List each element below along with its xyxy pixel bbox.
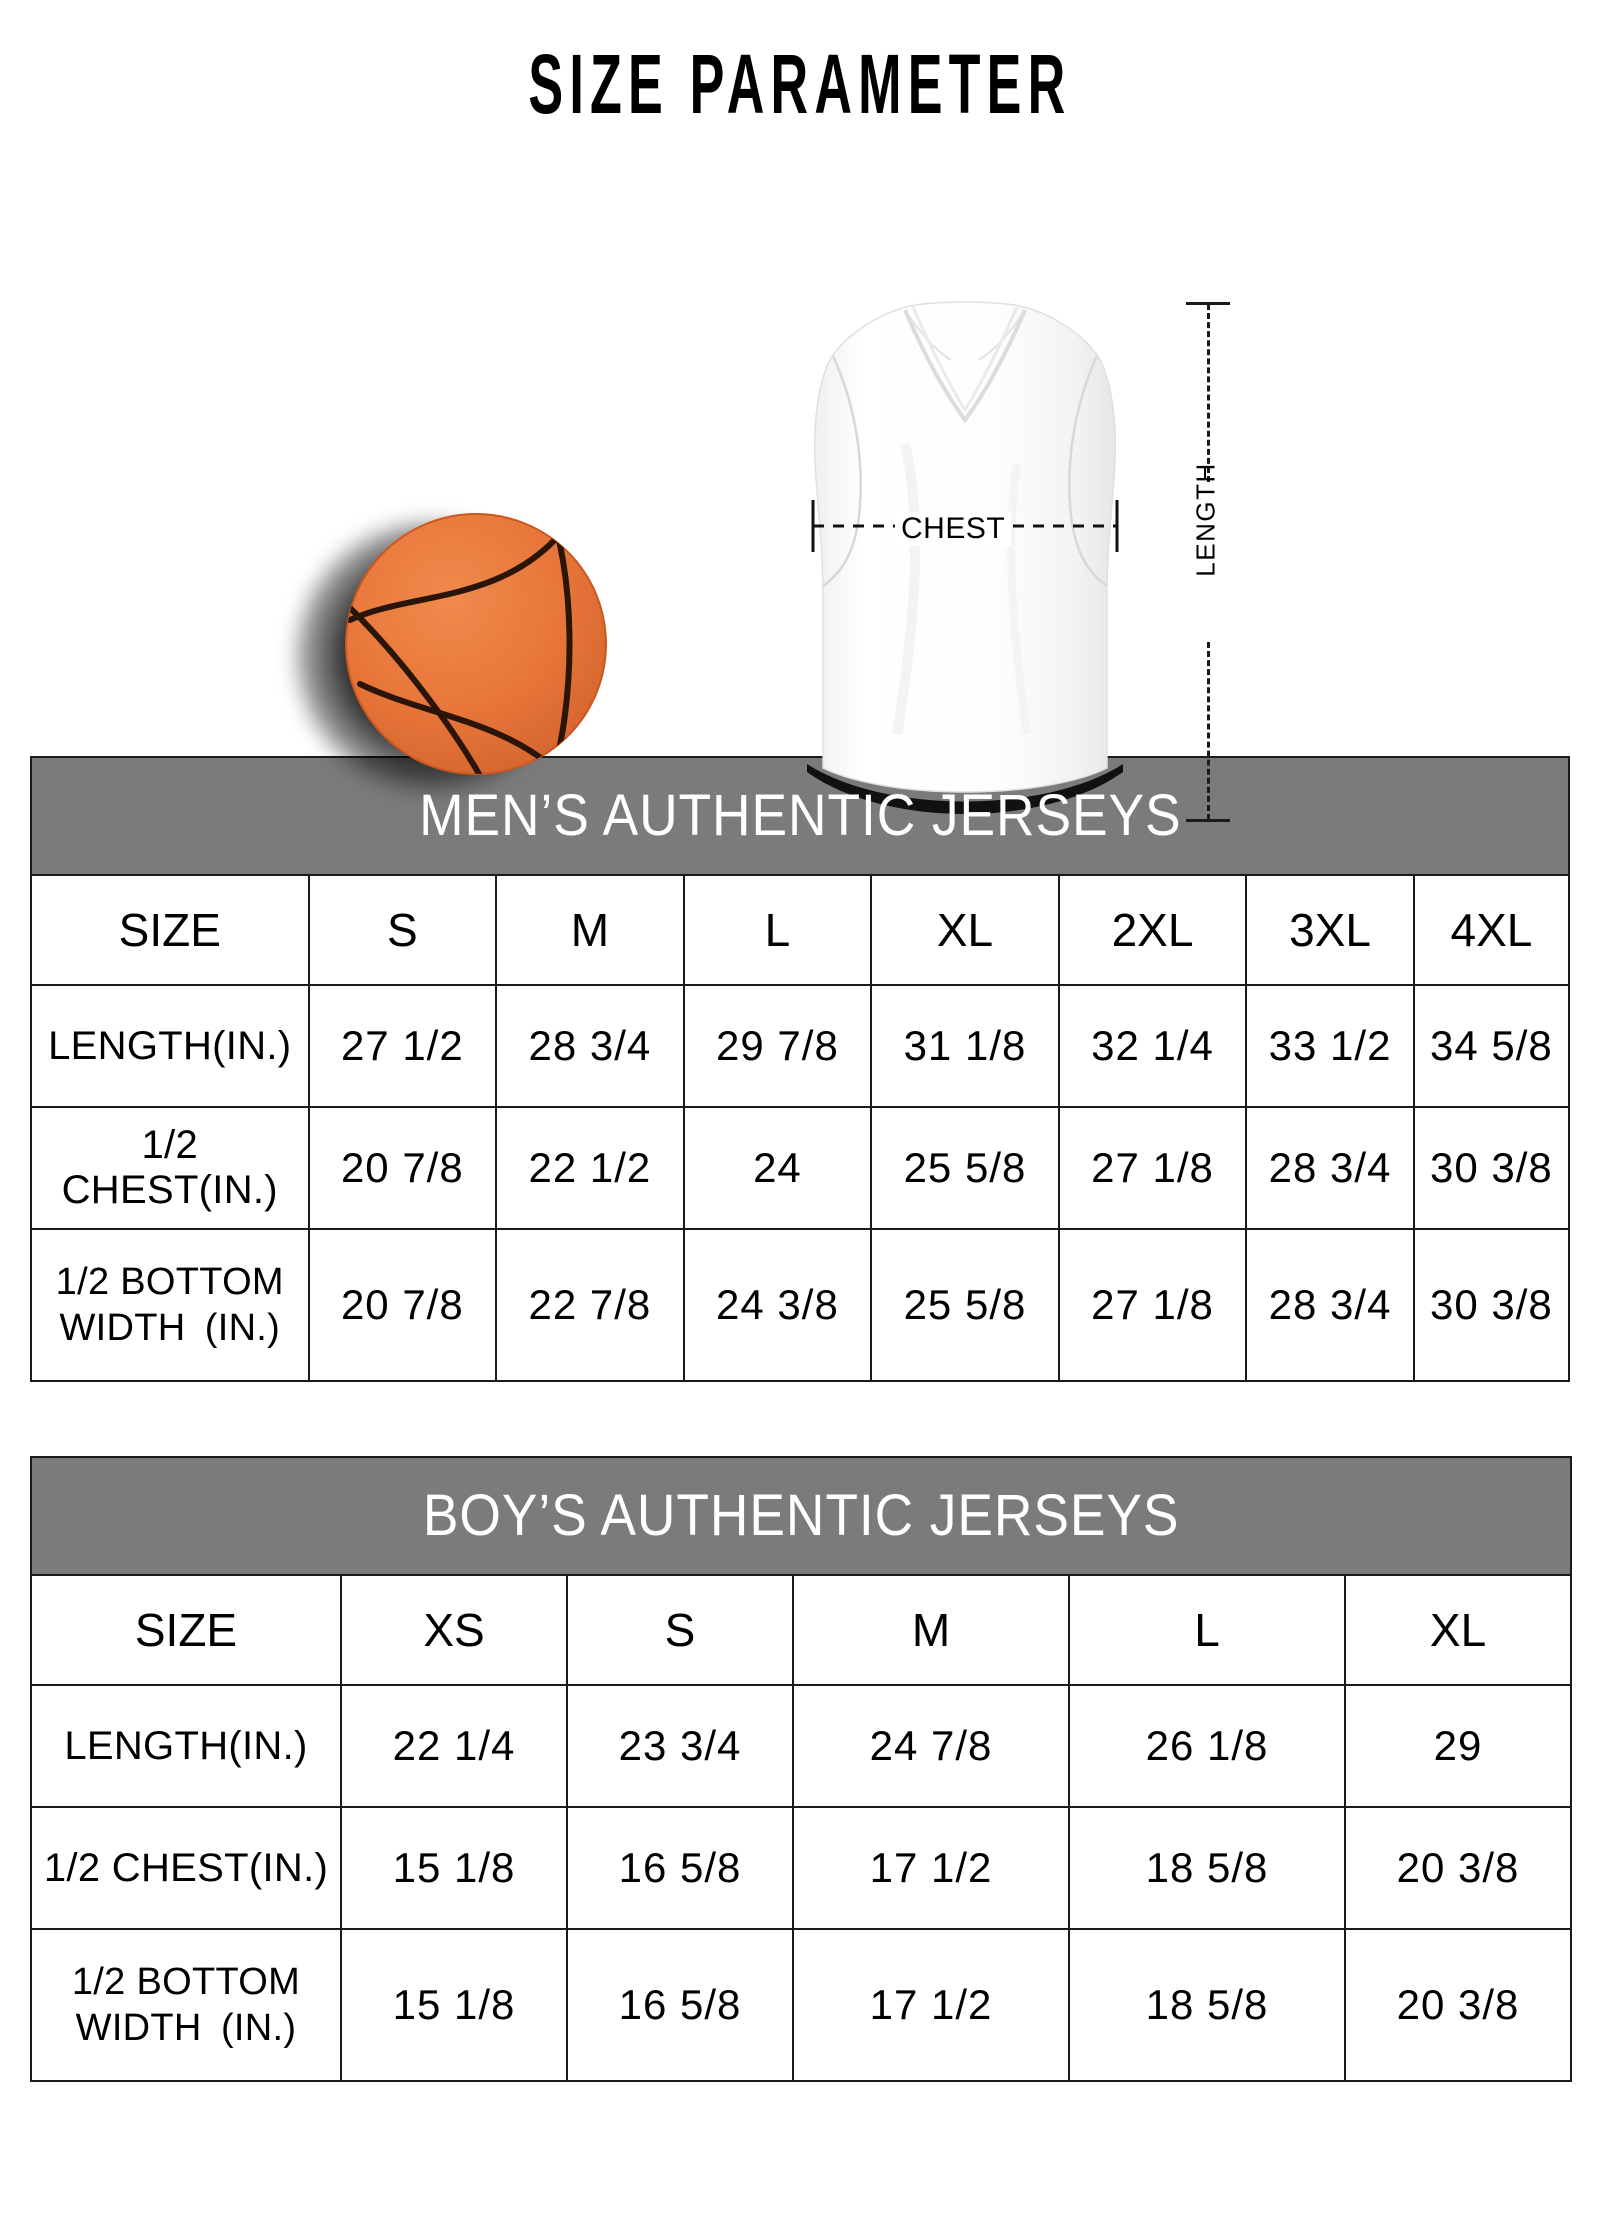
header-cell-s: S bbox=[566, 1574, 794, 1686]
table-row: 1/2 CHEST(IN.) 15 1/8 16 5/8 17 1/2 18 5… bbox=[30, 1806, 1573, 1930]
cell-chest-3xl: 28 3/4 bbox=[1245, 1106, 1415, 1230]
row-label-bottom-width: 1/2 BOTTOM WIDTH (IN.) bbox=[30, 1228, 310, 1382]
header-cell-m: M bbox=[495, 874, 685, 986]
cell-bottom-xs: 15 1/8 bbox=[340, 1928, 568, 2082]
mens-size-table: MEN’S AUTHENTIC JERSEYS SIZE S M L XL 2X… bbox=[30, 756, 1571, 1382]
mens-header-row: SIZE S M L XL 2XL 3XL 4XL bbox=[30, 874, 1571, 986]
header-cell-xl: XL bbox=[1343, 1574, 1573, 1686]
cell-length-2xl: 32 1/4 bbox=[1057, 984, 1248, 1108]
cell-bottom-3xl: 28 3/4 bbox=[1245, 1228, 1415, 1382]
header-cell-3xl: 3XL bbox=[1245, 874, 1415, 986]
cell-chest-xl: 20 3/8 bbox=[1343, 1806, 1573, 1930]
cell-length-4xl: 34 5/8 bbox=[1412, 984, 1571, 1108]
header-cell-size: SIZE bbox=[30, 1574, 342, 1686]
cell-bottom-m: 17 1/2 bbox=[792, 1928, 1070, 2082]
table-row: 1/2 CHEST(IN.) 20 7/8 22 1/2 24 25 5/8 2… bbox=[30, 1106, 1571, 1230]
header-cell-m: M bbox=[792, 1574, 1070, 1686]
boys-size-table: BOY’S AUTHENTIC JERSEYS SIZE XS S M L XL… bbox=[29, 1456, 1573, 2082]
cell-chest-l: 18 5/8 bbox=[1068, 1806, 1346, 1930]
cell-length-l: 26 1/8 bbox=[1068, 1684, 1346, 1808]
row-label-bottom-width: 1/2 BOTTOM WIDTH (IN.) bbox=[30, 1928, 342, 2082]
mens-table-block: MEN’S AUTHENTIC JERSEYS SIZE S M L XL 2X… bbox=[30, 756, 1571, 1382]
illustration-area: CHEST LENGTH bbox=[0, 126, 1600, 822]
cell-length-xs: 22 1/4 bbox=[340, 1684, 568, 1808]
basketball-icon bbox=[345, 513, 607, 775]
boys-band-title: BOY’S AUTHENTIC JERSEYS bbox=[422, 1483, 1180, 1548]
table-row: 1/2 BOTTOM WIDTH (IN.) 20 7/8 22 7/8 24 … bbox=[30, 1228, 1571, 1382]
cell-bottom-2xl: 27 1/8 bbox=[1057, 1228, 1248, 1382]
table-row: LENGTH(IN.) 27 1/2 28 3/4 29 7/8 31 1/8 … bbox=[30, 984, 1571, 1108]
header-cell-s: S bbox=[307, 874, 498, 986]
row-label-line1: 1/2 BOTTOM bbox=[71, 1960, 301, 2003]
table-row: 1/2 BOTTOM WIDTH (IN.) 15 1/8 16 5/8 17 … bbox=[30, 1928, 1573, 2082]
chest-measure-line bbox=[811, 500, 1119, 552]
row-label-length: LENGTH(IN.) bbox=[30, 1684, 342, 1808]
cell-chest-xs: 15 1/8 bbox=[340, 1806, 568, 1930]
length-measure: LENGTH bbox=[1178, 302, 1258, 822]
mens-band-cell: MEN’S AUTHENTIC JERSEYS bbox=[30, 756, 1570, 876]
title-bar: SIZE PARAMETER bbox=[0, 0, 1600, 126]
cell-length-xl: 29 bbox=[1343, 1684, 1573, 1808]
header-cell-l: L bbox=[682, 874, 873, 986]
cell-bottom-l: 24 3/8 bbox=[682, 1228, 873, 1382]
cell-chest-2xl: 27 1/8 bbox=[1057, 1106, 1248, 1230]
table-band-row: BOY’S AUTHENTIC JERSEYS bbox=[29, 1456, 1573, 1576]
boys-band-cell: BOY’S AUTHENTIC JERSEYS bbox=[29, 1456, 1573, 1576]
row-label-half-chest: 1/2 CHEST(IN.) bbox=[30, 1806, 342, 1930]
cell-bottom-s: 20 7/8 bbox=[307, 1228, 498, 1382]
cell-chest-m: 22 1/2 bbox=[495, 1106, 685, 1230]
header-cell-4xl: 4XL bbox=[1412, 874, 1571, 986]
cell-length-s: 27 1/2 bbox=[307, 984, 498, 1108]
row-label-line2: WIDTH (IN.) bbox=[75, 2007, 297, 2049]
header-cell-xl: XL bbox=[870, 874, 1060, 986]
cell-bottom-4xl: 30 3/8 bbox=[1412, 1228, 1571, 1382]
header-cell-l: L bbox=[1068, 1574, 1346, 1686]
jersey-icon bbox=[807, 301, 1123, 814]
cell-length-xl: 31 1/8 bbox=[870, 984, 1060, 1108]
header-cell-xs: XS bbox=[340, 1574, 568, 1686]
cell-length-m: 24 7/8 bbox=[792, 1684, 1070, 1808]
mens-band-title: MEN’S AUTHENTIC JERSEYS bbox=[418, 783, 1182, 848]
length-cap-top bbox=[1186, 302, 1230, 305]
cell-length-l: 29 7/8 bbox=[682, 984, 873, 1108]
length-dash-lower bbox=[1207, 642, 1210, 820]
cell-length-s: 23 3/4 bbox=[566, 1684, 794, 1808]
table-band-row: MEN’S AUTHENTIC JERSEYS bbox=[30, 756, 1570, 876]
cell-length-m: 28 3/4 bbox=[495, 984, 685, 1108]
cell-bottom-m: 22 7/8 bbox=[495, 1228, 685, 1382]
row-label-half-chest: 1/2 CHEST(IN.) bbox=[30, 1106, 310, 1230]
boys-header-row: SIZE XS S M L XL bbox=[30, 1574, 1573, 1686]
length-dash-upper bbox=[1207, 304, 1210, 482]
header-cell-2xl: 2XL bbox=[1057, 874, 1248, 986]
jersey-graphic: CHEST bbox=[755, 294, 1175, 864]
cell-bottom-xl: 25 5/8 bbox=[870, 1228, 1060, 1382]
cell-length-3xl: 33 1/2 bbox=[1245, 984, 1415, 1108]
page-title: SIZE PARAMETER bbox=[528, 37, 1072, 131]
cell-bottom-l: 18 5/8 bbox=[1068, 1928, 1346, 2082]
length-cap-bottom bbox=[1186, 819, 1230, 822]
header-cell-size: SIZE bbox=[30, 874, 310, 986]
table-row: LENGTH(IN.) 22 1/4 23 3/4 24 7/8 26 1/8 … bbox=[30, 1684, 1573, 1808]
cell-chest-xl: 25 5/8 bbox=[870, 1106, 1060, 1230]
cell-bottom-s: 16 5/8 bbox=[566, 1928, 794, 2082]
boys-table-block: BOY’S AUTHENTIC JERSEYS SIZE XS S M L XL… bbox=[29, 1456, 1573, 2082]
length-label: LENGTH bbox=[1190, 462, 1221, 577]
row-label-line1: 1/2 BOTTOM bbox=[55, 1260, 284, 1303]
row-label-line2: WIDTH (IN.) bbox=[59, 1307, 281, 1349]
cell-chest-s: 20 7/8 bbox=[307, 1106, 498, 1230]
cell-chest-m: 17 1/2 bbox=[792, 1806, 1070, 1930]
cell-chest-s: 16 5/8 bbox=[566, 1806, 794, 1930]
chest-label: CHEST bbox=[895, 512, 1012, 546]
basketball-graphic bbox=[296, 508, 618, 808]
cell-bottom-xl: 20 3/8 bbox=[1343, 1928, 1573, 2082]
row-label-length: LENGTH(IN.) bbox=[30, 984, 310, 1108]
cell-chest-l: 24 bbox=[682, 1106, 873, 1230]
cell-chest-4xl: 30 3/8 bbox=[1412, 1106, 1571, 1230]
